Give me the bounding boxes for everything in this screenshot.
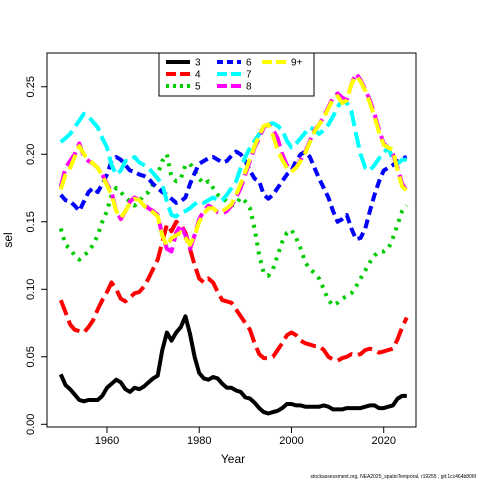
y-tick-label: 0.20	[25, 144, 37, 165]
legend-label: 3	[195, 58, 201, 69]
x-tick-label: 1960	[95, 435, 119, 447]
y-tick-label: 0.00	[25, 414, 37, 435]
legend-label: 9+	[291, 58, 303, 69]
source-label: stockassessment.org, NEA2025_spatioTempo…	[310, 474, 476, 480]
series-layer	[58, 71, 409, 416]
series-line-3	[58, 314, 407, 416]
legend-label: 7	[246, 70, 252, 81]
y-tick-label: 0.10	[25, 279, 37, 300]
x-tick-label: 2000	[279, 435, 303, 447]
y-axis-title: sel	[1, 232, 15, 247]
y-tick-label: 0.25	[25, 76, 37, 97]
series-line-7	[59, 98, 407, 219]
legend-label: 5	[195, 82, 201, 93]
y-axis: 0.00 0.05 0.10 0.15 0.20 0.25	[25, 76, 47, 435]
x-tick-label: 2020	[371, 435, 395, 447]
series-line-6	[59, 149, 408, 242]
y-tick-label: 0.05	[25, 346, 37, 367]
legend-label: 8	[246, 82, 252, 93]
x-axis-title: Year	[221, 452, 245, 466]
legend-label: 6	[246, 58, 252, 69]
series-line-4	[58, 219, 409, 363]
x-axis: 1960 1980 2000 2020	[95, 427, 396, 447]
legend: 345 678 9+	[158, 52, 315, 97]
series-line-9plus	[58, 74, 409, 249]
x-tick-label: 1980	[187, 435, 211, 447]
y-tick-label: 0.15	[25, 211, 37, 232]
legend-label: 4	[195, 70, 201, 81]
